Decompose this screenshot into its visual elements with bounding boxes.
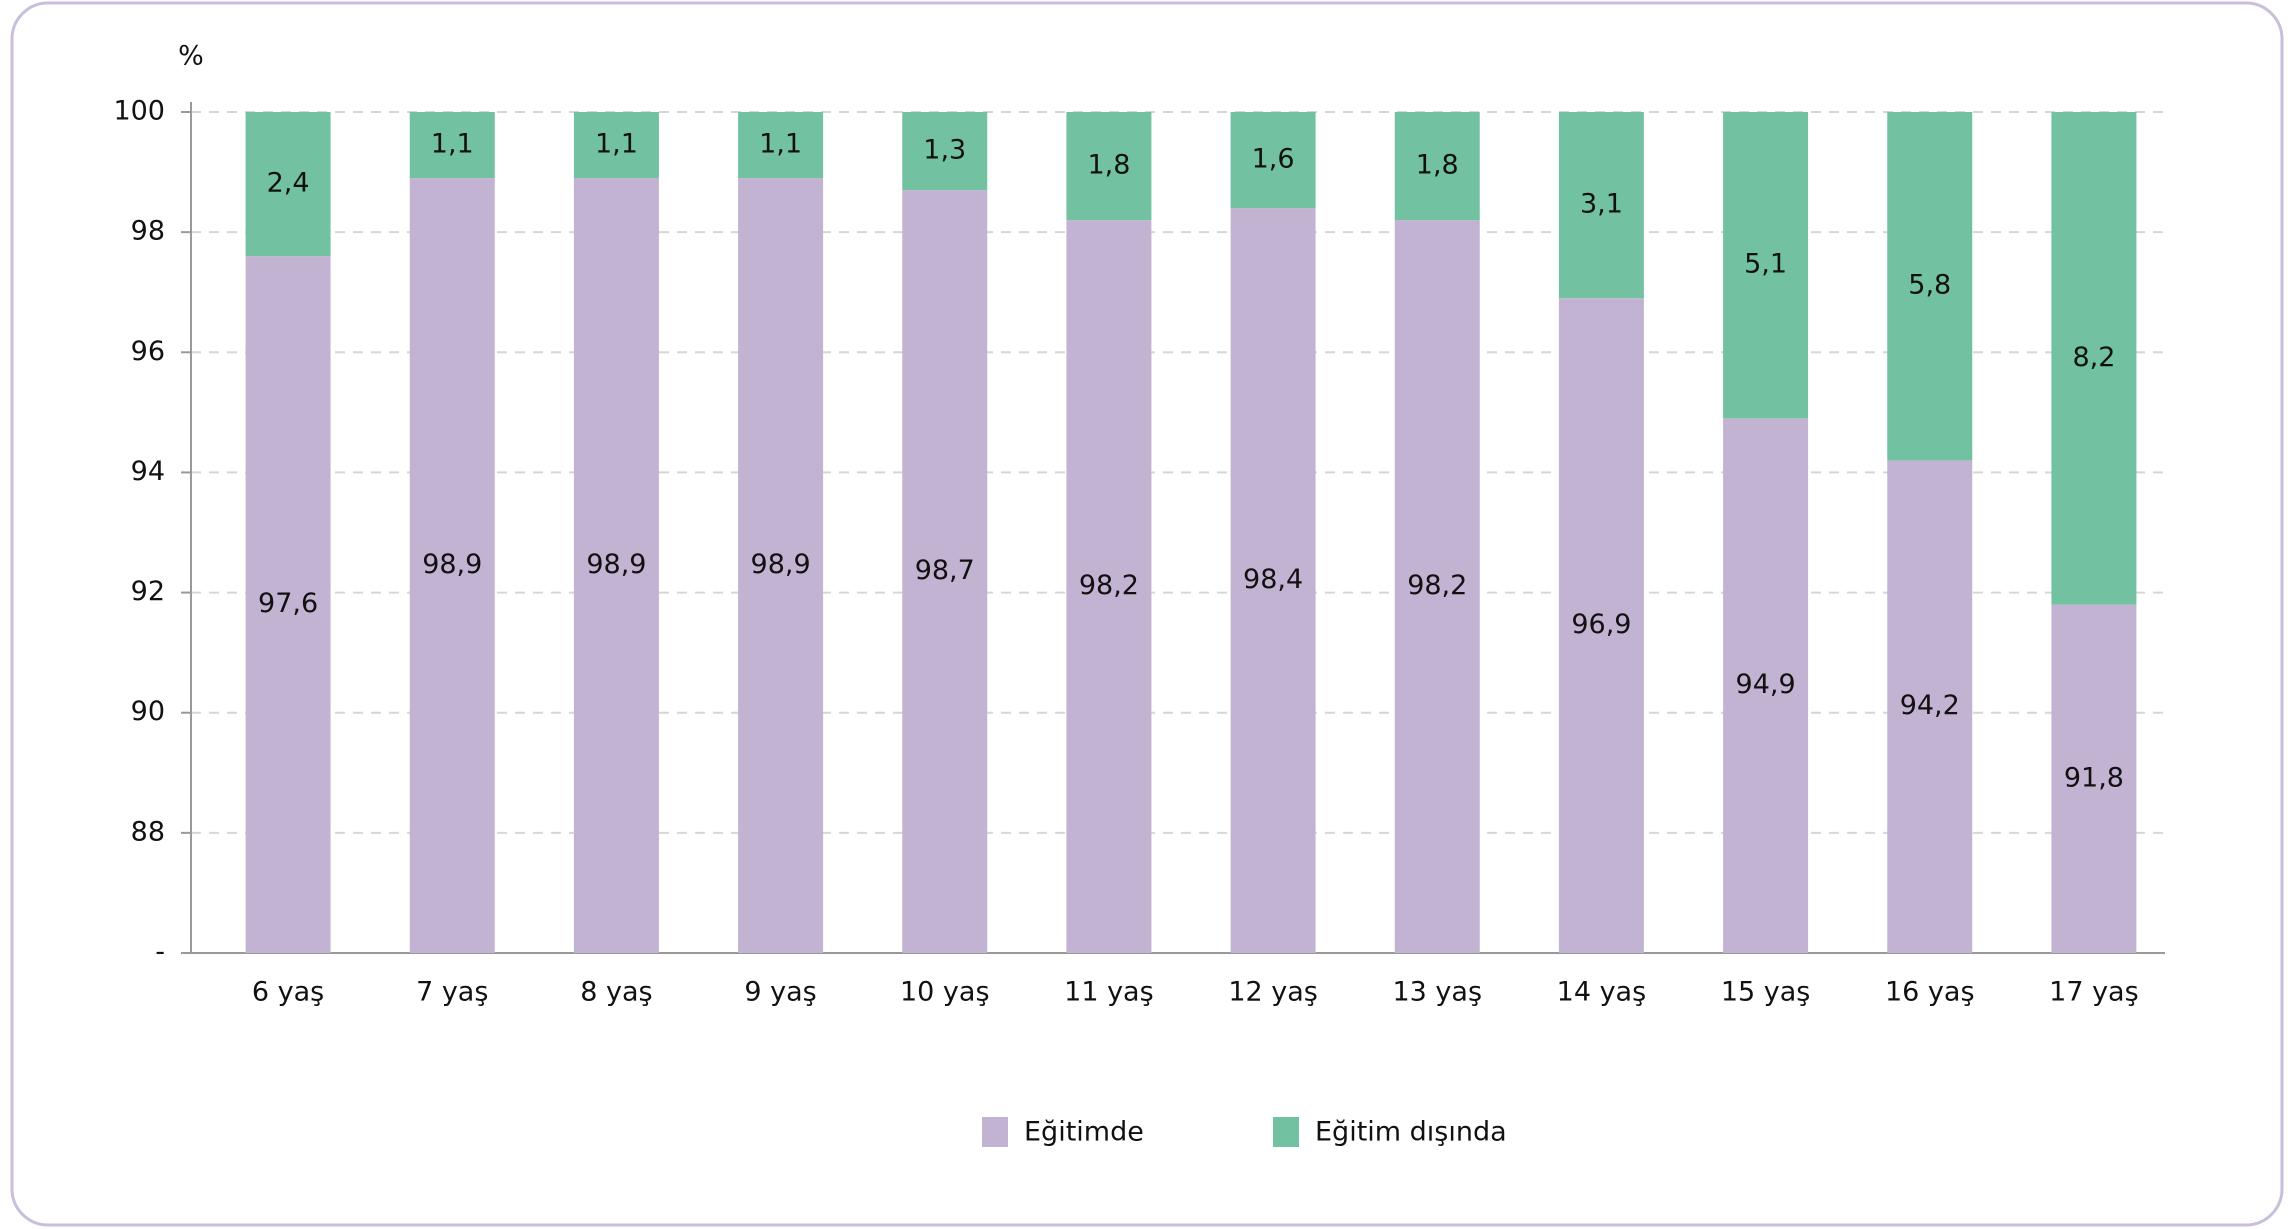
- bar-segment: [1558, 112, 1644, 299]
- x-tick-label: 13 yaş: [1392, 977, 1482, 1008]
- x-tick-label: 11 yaş: [1064, 977, 1154, 1008]
- bar-segment: [1887, 460, 1973, 953]
- value-label: 1,3: [923, 135, 966, 166]
- value-label: 94,9: [1736, 669, 1796, 700]
- y-tick-label: 94: [131, 456, 165, 487]
- value-label: 8,2: [2072, 342, 2115, 373]
- x-tick-label: 10 yaş: [900, 977, 990, 1008]
- bar-segment: [1394, 112, 1480, 221]
- value-label: 1,6: [1252, 144, 1295, 175]
- value-label: 98,7: [915, 555, 975, 586]
- bar-segment: [902, 112, 988, 191]
- value-label: 98,4: [1243, 564, 1303, 595]
- bar-segment: [2051, 112, 2137, 605]
- bar-segment: [1230, 208, 1316, 954]
- value-label: 97,6: [258, 588, 318, 619]
- x-tick-label: 17 yaş: [2049, 977, 2139, 1008]
- value-label: 96,9: [1571, 609, 1631, 640]
- y-tick-label: 98: [131, 216, 165, 247]
- value-label: 5,8: [1908, 270, 1951, 301]
- bar-segment: [1887, 112, 1973, 461]
- value-label: 98,9: [586, 549, 646, 580]
- x-tick-label: 15 yaş: [1721, 977, 1811, 1008]
- value-label: 98,2: [1079, 570, 1139, 601]
- bar-segment: [245, 256, 331, 954]
- bar-segment: [1230, 112, 1316, 209]
- x-tick-label: 9 yaş: [744, 977, 816, 1008]
- y-tick-label: 90: [131, 696, 165, 727]
- bar-segment: [1723, 112, 1809, 419]
- value-label: 1,1: [595, 129, 638, 160]
- x-tick-label: 7 yaş: [416, 977, 488, 1008]
- y-tick-label: 96: [131, 336, 165, 367]
- y-axis-label: %: [178, 41, 204, 72]
- value-label: 91,8: [2064, 762, 2124, 793]
- y-tick-label: 88: [131, 816, 165, 847]
- value-label: 98,9: [422, 549, 482, 580]
- value-label: 94,2: [1900, 690, 1960, 721]
- bar-segment: [902, 190, 988, 954]
- bar-segment: [573, 112, 659, 179]
- legend-label: Eğitimde: [1024, 1117, 1144, 1148]
- legend-swatch: [1273, 1117, 1299, 1147]
- x-tick-label: 8 yaş: [580, 977, 652, 1008]
- y-tick-label: -: [155, 937, 165, 968]
- value-label: 5,1: [1744, 249, 1787, 280]
- value-label: 2,4: [267, 168, 310, 199]
- bar-segment: [1066, 220, 1152, 954]
- y-tick-label: 100: [113, 96, 165, 127]
- bar-segment: [1558, 298, 1644, 953]
- y-tick-label: 92: [131, 576, 165, 607]
- bar-segment: [2051, 604, 2137, 953]
- legend-label: Eğitim dışında: [1315, 1117, 1507, 1148]
- bar-segment: [245, 112, 331, 257]
- frame: [10, 1, 2284, 1227]
- value-label: 1,8: [1416, 150, 1459, 181]
- x-tick-label: 12 yaş: [1228, 977, 1318, 1008]
- legend-swatch: [982, 1117, 1008, 1147]
- bar-segment: [1066, 112, 1152, 221]
- bar-segment: [573, 178, 659, 954]
- x-tick-label: 6 yaş: [252, 977, 324, 1008]
- value-label: 1,8: [1087, 150, 1130, 181]
- value-label: 1,1: [759, 129, 802, 160]
- bar-segment: [738, 112, 824, 179]
- value-label: 98,9: [751, 549, 811, 580]
- x-tick-label: 14 yaş: [1557, 977, 1647, 1008]
- bar-segment: [1723, 418, 1809, 954]
- value-label: 98,2: [1407, 570, 1467, 601]
- bar-segment: [409, 178, 495, 954]
- bar-segment: [409, 112, 495, 179]
- bar-segment: [738, 178, 824, 954]
- value-label: 1,1: [431, 129, 474, 160]
- value-label: 3,1: [1580, 189, 1623, 220]
- bar-segment: [1394, 220, 1480, 954]
- x-tick-label: 16 yaş: [1885, 977, 1975, 1008]
